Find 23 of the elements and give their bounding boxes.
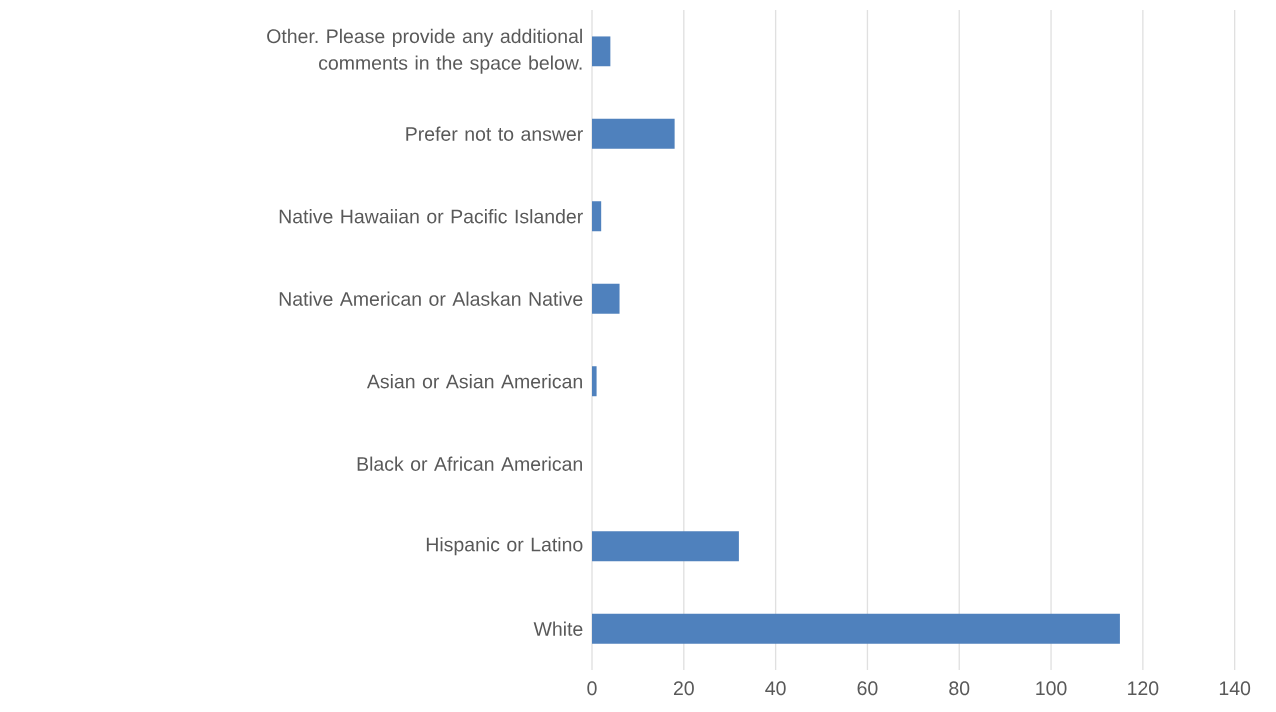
bar <box>592 201 602 232</box>
y-tick-label: Native Hawaiian or Pacific Islander <box>279 209 583 224</box>
x-tick-label: 60 <box>857 681 878 696</box>
y-tick-label: Black or African American <box>357 456 582 471</box>
x-tick-label: 140 <box>1219 681 1251 696</box>
y-tick-label: Other. Please provide any additional comments in the space below. <box>267 28 582 74</box>
bar <box>592 118 675 149</box>
x-tick-label: 80 <box>949 681 970 696</box>
x-tick-label: 100 <box>1036 681 1067 696</box>
y-tick-label: Asian or Asian American <box>366 374 582 389</box>
x-tick-label: 120 <box>1128 681 1159 696</box>
y-tick-label: White <box>533 621 583 636</box>
bar <box>592 283 620 314</box>
x-tick-label: 20 <box>673 681 694 696</box>
x-tick-label: 0 <box>587 681 597 696</box>
y-tick-label: Native American or Alaskan Native <box>279 291 583 306</box>
bar <box>592 366 597 397</box>
bar <box>592 613 1120 644</box>
bar <box>592 531 739 562</box>
y-tick-label: Prefer not to answer <box>406 126 583 141</box>
x-tick-label: 40 <box>765 681 786 696</box>
bar <box>592 36 611 67</box>
y-tick-label: Hispanic or Latino <box>426 537 583 556</box>
